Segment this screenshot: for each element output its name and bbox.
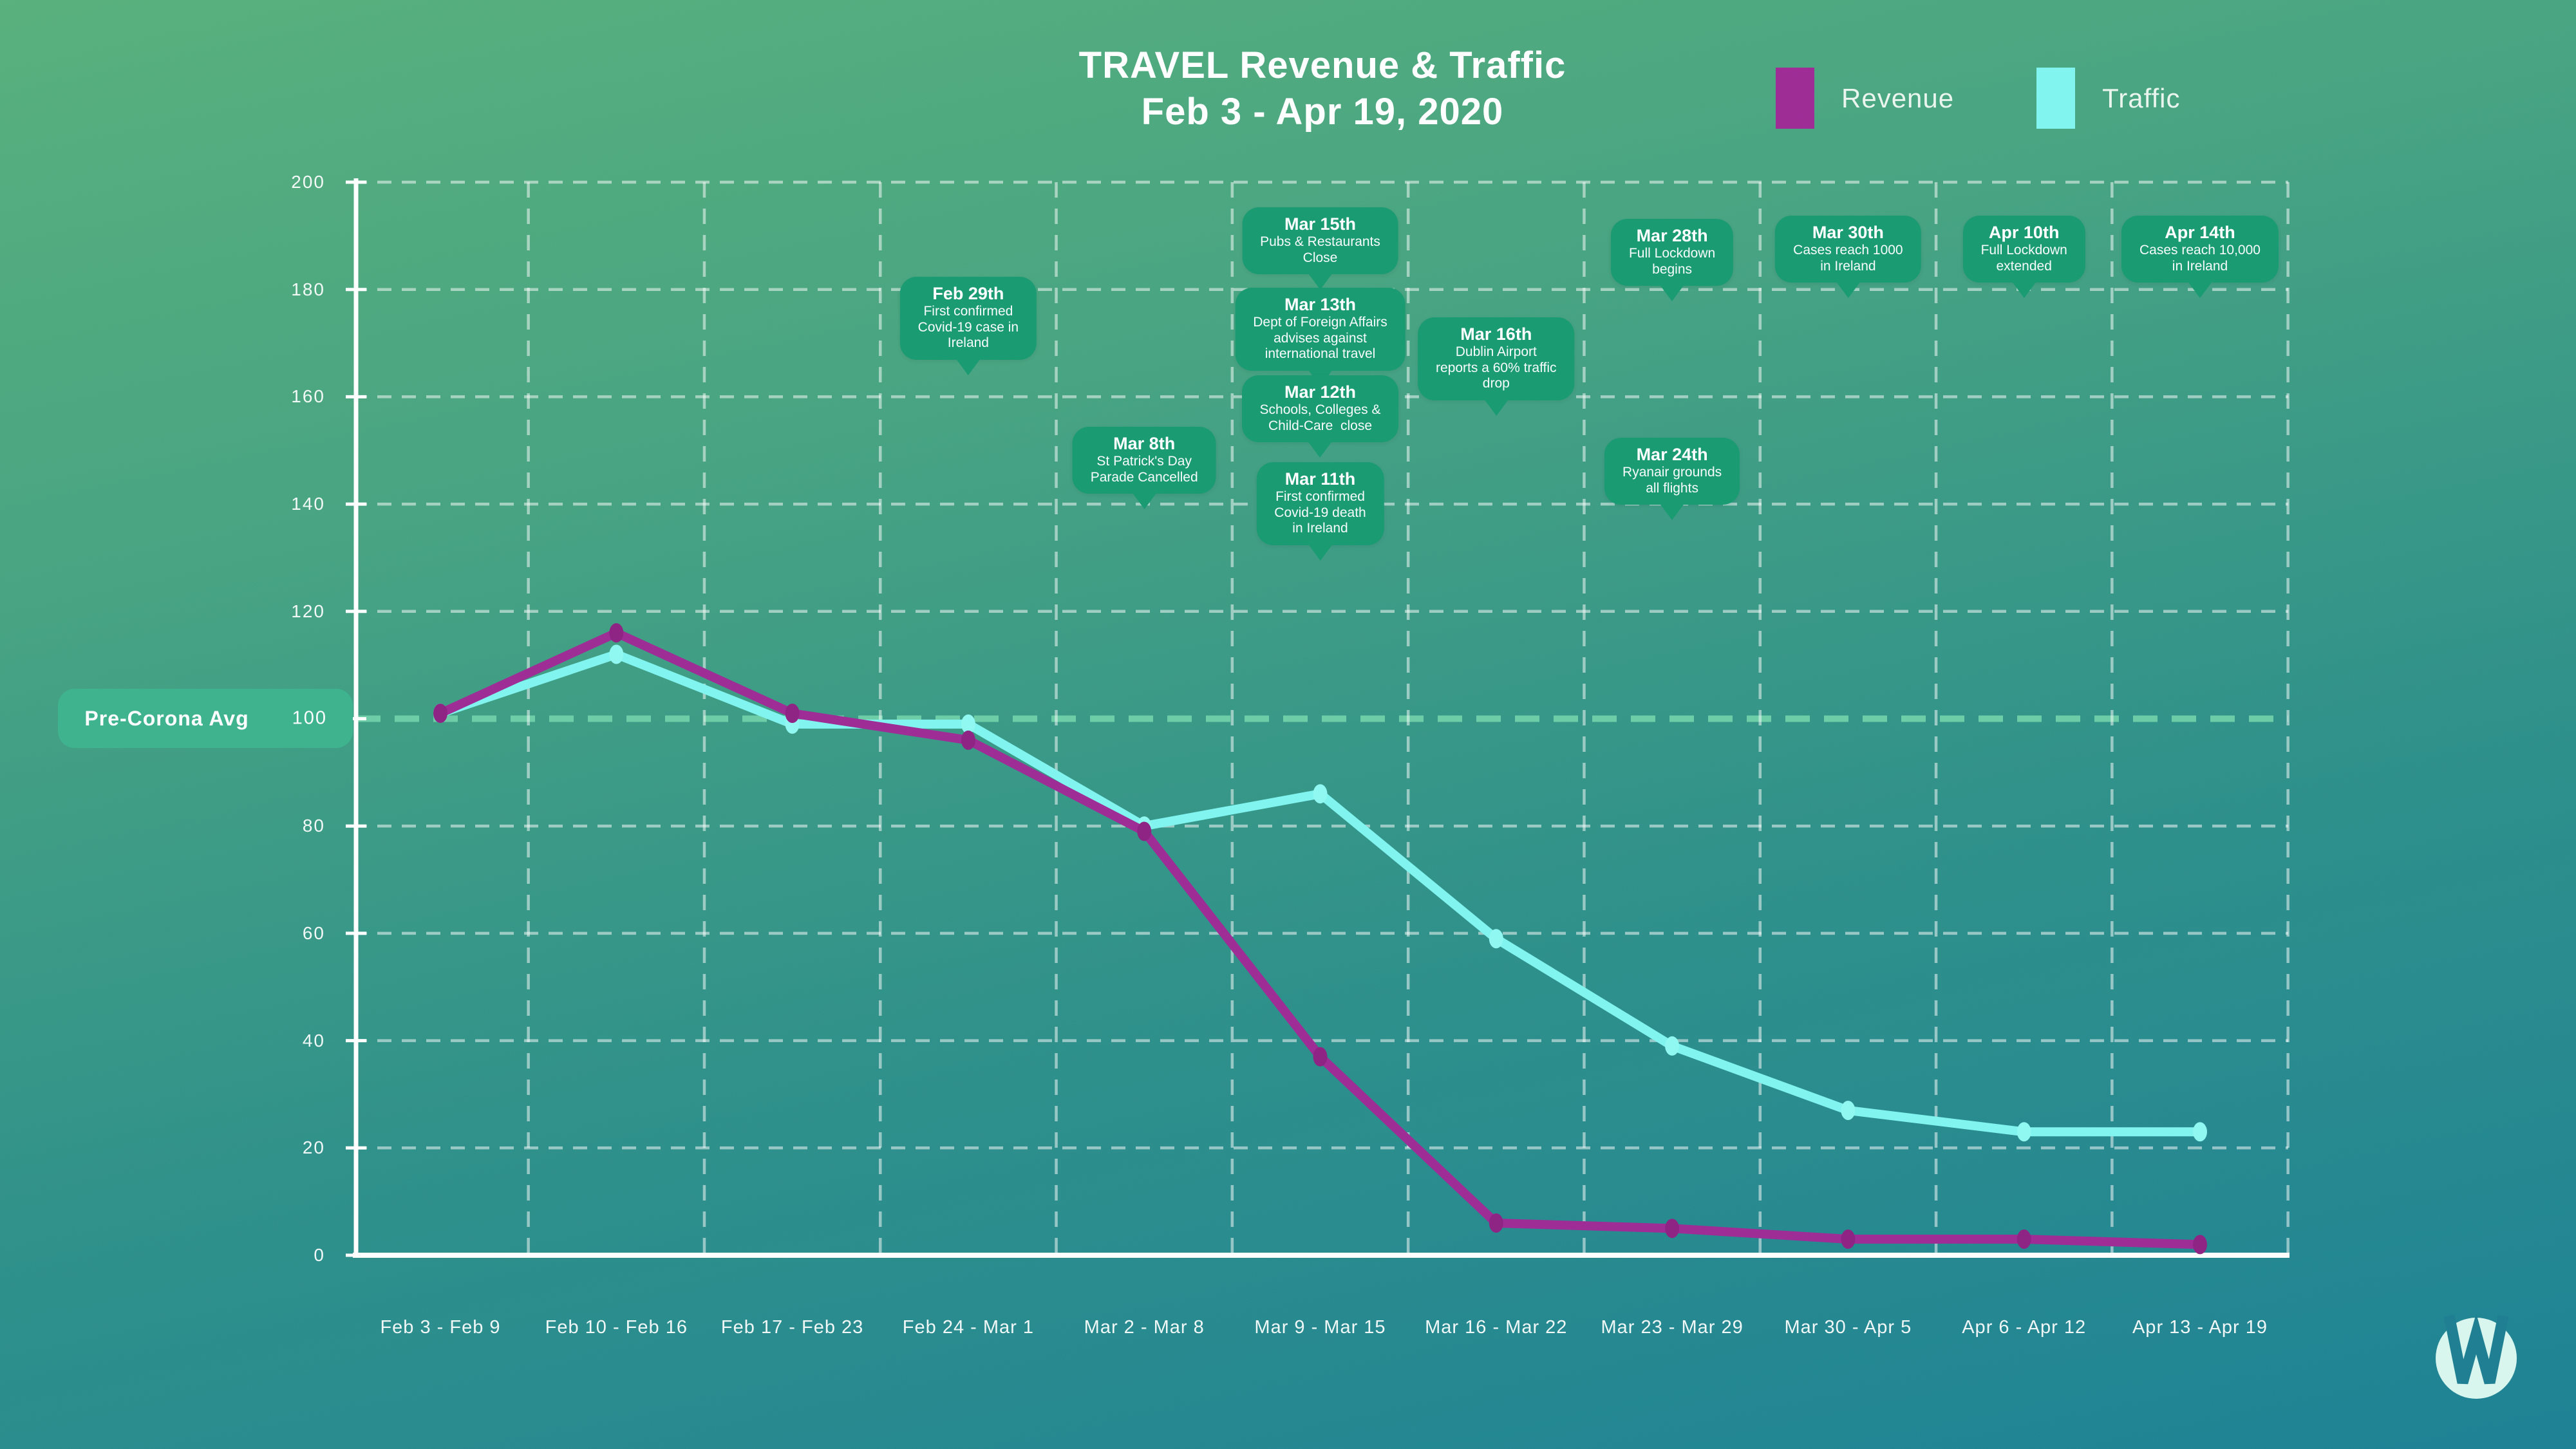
traffic-data-point [1665, 1036, 1680, 1056]
y-axis-tick-label: 40 [302, 1030, 325, 1051]
annotation-text: Dublin Airport reports a 60% traffic dro… [1436, 344, 1557, 391]
revenue-data-point [609, 623, 624, 643]
x-axis-label: Apr 13 - Apr 19 [2132, 1317, 2268, 1338]
annotation-text: Cases reach 10,000 in Ireland [2139, 243, 2261, 274]
brand-logo-w-icon [2436, 1313, 2517, 1399]
annotation-text: First confirmed Covid-19 death in Irelan… [1274, 489, 1366, 536]
annotation-date: Mar 16th [1460, 324, 1532, 344]
annotation-callout: Mar 30th Cases reach 1000 in Ireland [1775, 216, 1921, 283]
pre-corona-avg-value: 100 [292, 707, 327, 729]
annotation-callout: Feb 29th First confirmed Covid-19 case in… [899, 277, 1037, 360]
revenue-data-point [1841, 1229, 1856, 1249]
annotation-date: Apr 10th [1988, 223, 2060, 242]
annotation-text: Full Lockdown begins [1628, 246, 1716, 277]
annotation-callout: Mar 16th Dublin Airport reports a 60% tra… [1418, 317, 1575, 400]
annotation-date: Mar 8th [1113, 434, 1176, 453]
revenue-data-point [2193, 1235, 2207, 1255]
revenue-legend-label: Revenue [1841, 82, 1955, 113]
annotation-text: Pubs & Restaurants Close [1260, 234, 1380, 265]
traffic-data-point [1841, 1100, 1856, 1120]
annotation-callout: Mar 13th Dept of Foreign Affairs advises … [1235, 288, 1406, 371]
annotation-text: Full Lockdown extended [1980, 243, 2067, 274]
annotation-callout: Mar 15th Pubs & Restaurants Close [1242, 207, 1398, 274]
pre-corona-avg-label: Pre-Corona Avg [84, 706, 249, 730]
traffic-data-point [2017, 1122, 2031, 1142]
annotation-callout: Apr 10th Full Lockdown extended [1962, 216, 2085, 283]
annotation-date: Mar 30th [1812, 223, 1884, 242]
annotation-callout: Mar 12th Schools, Colleges & Child-Care c… [1241, 375, 1399, 442]
annotation-callout: Mar 28th Full Lockdown begins [1610, 219, 1734, 286]
annotation-date: Mar 15th [1284, 214, 1357, 234]
y-axis-tick-label: 60 [302, 922, 325, 943]
legend-item-revenue: Revenue [1776, 68, 1954, 129]
y-axis-tick-label: 160 [291, 386, 325, 407]
annotation-date: Mar 12th [1284, 382, 1357, 402]
annotation-text: Cases reach 1000 in Ireland [1793, 243, 1903, 274]
traffic-swatch [2036, 68, 2076, 129]
annotation-date: Mar 28th [1636, 226, 1708, 245]
pre-corona-avg-pill: Pre-Corona Avg 100 [58, 689, 353, 748]
traffic-legend-label: Traffic [2102, 82, 2181, 113]
y-axis-tick-label: 0 [314, 1245, 325, 1265]
revenue-data-point [1313, 1047, 1328, 1067]
annotation-callout: Mar 24th Ryanair grounds all flights [1604, 438, 1740, 505]
annotation-date: Mar 24th [1636, 445, 1708, 464]
chart-legend: Revenue Traffic [1776, 68, 2180, 129]
page-title-line2: Feb 3 - Apr 19, 2020 [1141, 91, 1504, 133]
revenue-data-point [785, 704, 800, 724]
annotation-date: Feb 29th [932, 284, 1004, 303]
annotation-text: Schools, Colleges & Child-Care close [1259, 402, 1381, 433]
revenue-data-point [2017, 1229, 2031, 1249]
revenue-data-point [1137, 821, 1152, 841]
revenue-swatch [1776, 68, 1814, 129]
revenue-data-point [433, 704, 447, 724]
annotation-text: First confirmed Covid-19 case in Ireland [917, 304, 1019, 350]
revenue-data-point [1489, 1213, 1503, 1233]
revenue-data-point [961, 730, 975, 750]
revenue-data-point [1665, 1219, 1680, 1239]
annotation-callout: Mar 11th First confirmed Covid-19 death i… [1256, 462, 1384, 545]
annotation-callout: Mar 8th St Patrick's Day Parade Cancelled [1072, 427, 1216, 494]
traffic-data-point [1489, 929, 1503, 949]
y-axis-tick-label: 140 [291, 494, 325, 514]
page-title: TRAVEL Revenue & Traffic Feb 3 - Apr 19,… [743, 42, 1902, 135]
y-axis-tick-label: 120 [291, 601, 325, 621]
y-axis-tick-label: 180 [291, 279, 325, 299]
annotation-text: Ryanair grounds all flights [1622, 465, 1722, 496]
annotation-date: Mar 11th [1284, 469, 1356, 489]
traffic-data-point [609, 644, 624, 664]
annotation-callout: Apr 14th Cases reach 10,000 in Ireland [2121, 216, 2279, 283]
y-axis-tick-label: 200 [291, 172, 325, 192]
legend-item-traffic: Traffic [2036, 68, 2180, 129]
annotation-date: Apr 14th [2165, 223, 2235, 242]
y-axis-tick-label: 20 [302, 1137, 325, 1158]
page-title-line1: TRAVEL Revenue & Traffic [1078, 44, 1566, 86]
traffic-data-point [2193, 1122, 2207, 1142]
y-axis-tick-label: 80 [302, 816, 325, 836]
annotation-text: St Patrick's Day Parade Cancelled [1090, 454, 1198, 485]
annotation-date: Mar 13th [1284, 295, 1357, 314]
annotation-text: Dept of Foreign Affairs advises against … [1253, 315, 1387, 361]
traffic-data-point [1313, 784, 1328, 804]
